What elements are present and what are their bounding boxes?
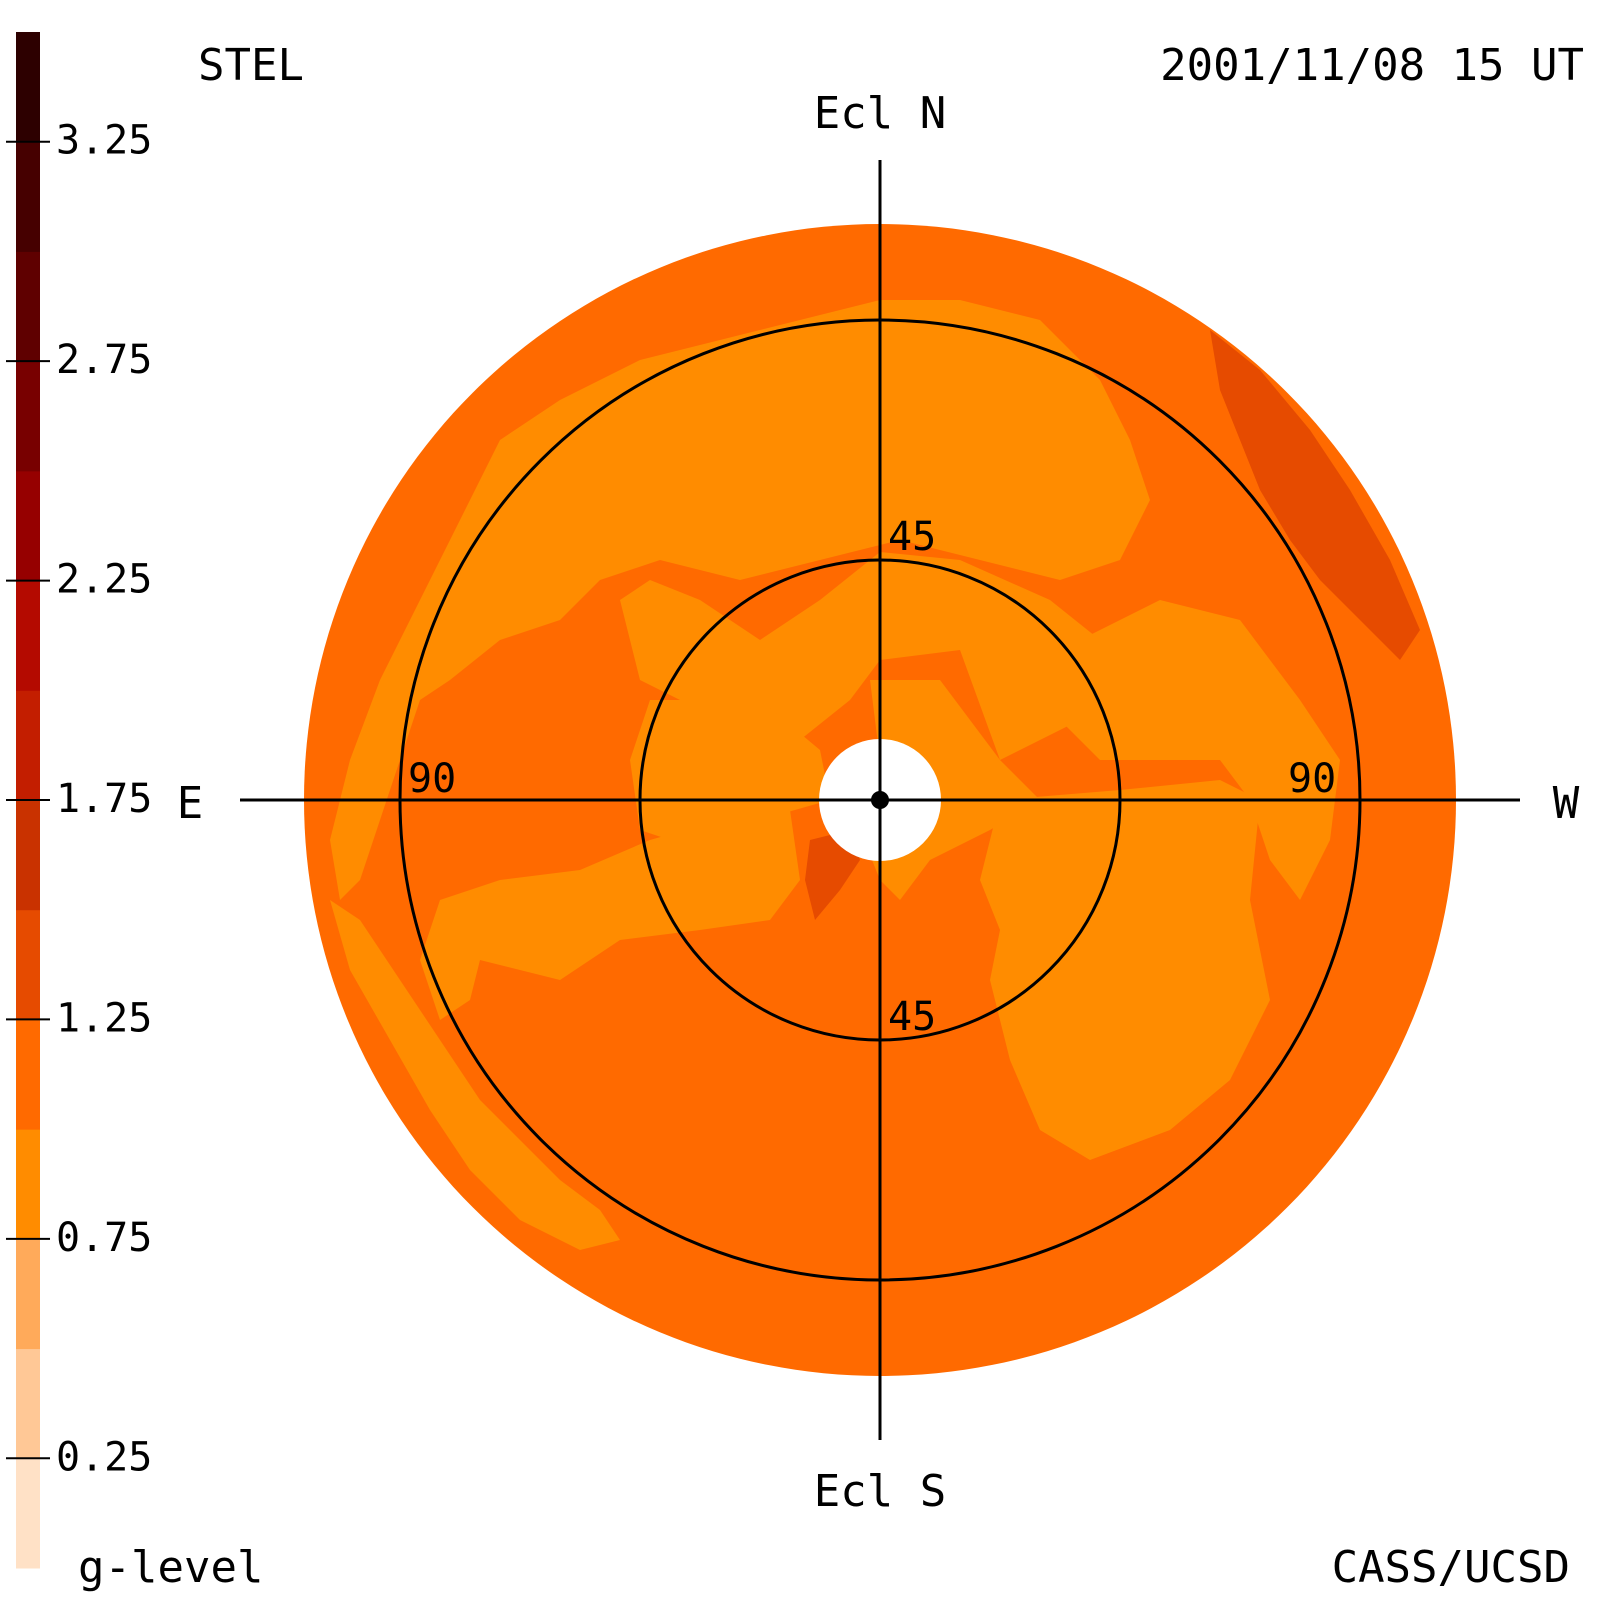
south-west-lobe (420, 810, 800, 1020)
inner-south-east-lobe (980, 780, 1270, 1160)
colorbar-segment (16, 1129, 40, 1240)
colorbar (16, 32, 40, 1569)
colorbar-tick-label: 1.25 (56, 995, 152, 1041)
ring-45-north-label: 45 (888, 514, 936, 560)
west-arc (1060, 600, 1340, 900)
colorbar-segment (16, 1019, 40, 1130)
instrument-label: STEL (198, 40, 304, 91)
colorbar-ticks: 3.25 2.75 2.25 1.75 1.25 0.75 0.25 (6, 118, 152, 1480)
ring-90-east-label: 90 (408, 756, 456, 802)
colorbar-segment (16, 470, 40, 582)
inner-north-lobe (620, 552, 1100, 760)
colorbar-segment (16, 1458, 40, 1569)
colorbar-segment (16, 909, 40, 1020)
colorbar-tick-label: 2.25 (56, 557, 152, 603)
timestamp-label: 2001/11/08 15 UT (1160, 40, 1584, 91)
direction-north-label: Ecl N (814, 88, 946, 139)
credit-label: CASS/UCSD (1332, 1542, 1570, 1593)
south-east-lobe (330, 900, 620, 1250)
colorbar-tick-label: 3.25 (56, 118, 152, 164)
colorbar-tick-label: 1.75 (56, 776, 152, 822)
direction-south-label: Ecl S (814, 1466, 946, 1517)
colorbar-tick-label: 0.75 (56, 1215, 152, 1261)
density-regions (330, 300, 1420, 1250)
colorbar-segment (16, 800, 40, 911)
ring-45-south-label: 45 (888, 994, 936, 1040)
colorbar-segment (16, 141, 40, 252)
colorbar-segment (16, 1348, 40, 1459)
colorbar-segment (16, 32, 40, 143)
colorbar-segment (16, 361, 40, 472)
colorbar-segment (16, 251, 40, 362)
colorbar-tick-label: 2.75 (56, 337, 152, 383)
direction-east-label: E (177, 778, 204, 829)
ring-90-west-label: 90 (1288, 756, 1336, 802)
colorbar-segment (16, 580, 40, 691)
colorbar-tick-label: 0.25 (56, 1434, 152, 1480)
north-west-ridge (1210, 330, 1420, 660)
colorbar-segment (16, 690, 40, 801)
direction-west-label: W (1553, 778, 1580, 829)
east-arc (330, 300, 1150, 900)
center-spot (805, 830, 860, 920)
colorbar-title: g-level (78, 1542, 263, 1593)
colorbar-segment (16, 1238, 40, 1350)
